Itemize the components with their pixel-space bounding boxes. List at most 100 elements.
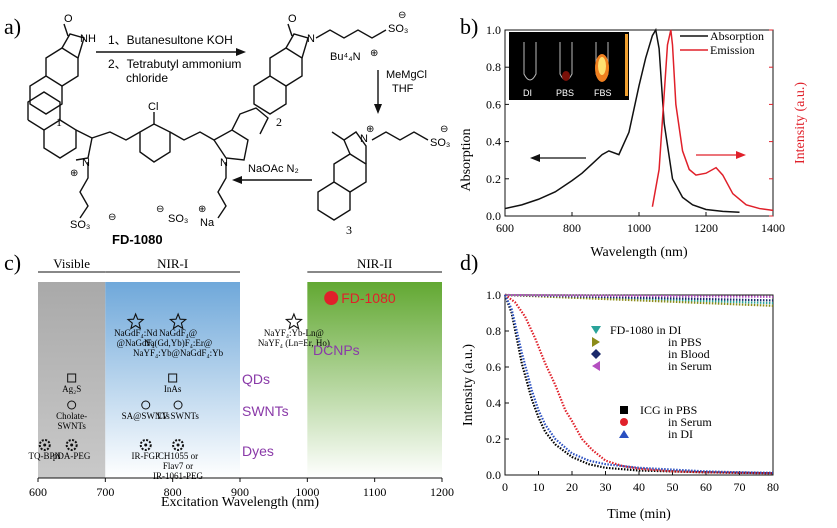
legend-absorption-label: Absorption (710, 29, 764, 43)
inset-label-pbs: PBS (556, 88, 574, 98)
panel-a-label: a) (4, 14, 21, 39)
d-xtick-label-5: 50 (667, 480, 679, 494)
region-label-nir1: NIR-I (157, 256, 188, 271)
d-series-icg_pbs (503, 294, 774, 475)
item-label-9-0: pDA-PEG (53, 451, 91, 461)
panel-d-axes: 0 10 20 30 40 50 60 70 80 0.0 0.2 0.4 0.6 0.8 1.0 (486, 288, 779, 494)
category-qds: QDs (242, 371, 270, 387)
marker-gear-11 (172, 439, 185, 451)
arrow-head-3 (232, 176, 242, 184)
d-legend-label-fd-0: FD-1080 in DI (610, 323, 681, 337)
panel-d-xlabel: Time (min) (607, 507, 671, 522)
marker-star-2 (284, 312, 303, 330)
b-xtick-label-1: 800 (563, 221, 581, 235)
panel-d-series (503, 293, 774, 475)
d-legend-marker-fd-1 (592, 337, 600, 347)
d-legend-label-fd-2: in Blood (668, 347, 710, 361)
marker-square-3 (67, 373, 77, 383)
compound-2 (253, 23, 387, 115)
marker-circle-6 (141, 400, 151, 410)
highlight-label: FD-1080 (341, 290, 396, 306)
band-nir1 (105, 282, 240, 478)
d-legend-label-icg-0: ICG in PBS (640, 403, 697, 417)
d-xtick-label-8: 80 (767, 480, 779, 494)
cl-label: Cl (148, 101, 158, 113)
marker-gear-hub-10 (144, 443, 148, 447)
inset-label-fbs: FBS (594, 88, 612, 98)
nh-label: NH (80, 33, 96, 45)
item-label-8-0: TQ-BPN (28, 451, 61, 461)
item-label-11-0: CH1055 or (158, 451, 198, 461)
item-label-2-1: NaYF₄ (Ln=Er, Ho) (258, 338, 330, 348)
b-xtick-label-3: 1200 (694, 221, 718, 235)
fd-plus-left: ⊕ (70, 168, 78, 179)
marker-gear-hub-8 (43, 443, 47, 447)
so3-label-3: SO₃ (430, 137, 450, 149)
panel-c: c) Visible NIR-I NIR-II 600 700 800 900 1000 11… (4, 250, 454, 510)
charge-plus-2: ⊕ (370, 48, 378, 59)
item-label-7-0: LV SWNTs (157, 411, 199, 421)
b-xtick-label-2: 1000 (627, 221, 651, 235)
b-ytick-label-2: 0.4 (486, 135, 501, 149)
c-xtick-label-1: 700 (96, 485, 114, 499)
d-legend-label-icg-1: in Serum (668, 415, 712, 429)
marker-square-4 (168, 373, 178, 383)
b-ytick-label-0: 0.0 (486, 209, 501, 223)
fd-so3-right: SO₃ (168, 213, 188, 225)
d-xtick-label-1: 10 (533, 480, 545, 494)
arrow-head-1 (236, 48, 246, 56)
vial-inset: DI PBS FBS (509, 32, 629, 100)
d-legend-marker-icg-1 (620, 418, 628, 426)
d-legend-marker-icg-2 (619, 430, 629, 438)
region-label-nir2: NIR-II (357, 256, 392, 271)
panel-c-items: NaGdF₄:Nd@NaGdF₄NaGdF₄@Na(Gd,Yb)F₄:Er@Na… (28, 290, 395, 481)
step2-text: 2、Tetrabutyl ammonium (108, 57, 241, 71)
d-xtick-label-2: 20 (566, 480, 578, 494)
item-label-10-0: IR-FGP (131, 451, 160, 461)
category-dcnps: DCNPs (313, 342, 360, 358)
vial-fbs-core (598, 57, 606, 75)
panel-d-ylabel: Intensity (a.u.) (461, 344, 476, 426)
item-label-1-1: Na(Gd,Yb)F₄:Er@ (144, 338, 212, 348)
d-legend-marker-fd-0 (591, 326, 601, 334)
d-ytick-label-1: 0.2 (486, 432, 501, 446)
d-legend-label-fd-3: in Serum (668, 359, 712, 373)
step4-text: NaOAc N₂ (248, 163, 299, 175)
region-label-visible: Visible (53, 256, 90, 271)
marker-gear-8 (38, 439, 51, 451)
marker-circle-5 (67, 400, 77, 410)
fd-so3-left: SO₃ (70, 219, 90, 231)
item-label-5-0: Cholate- (56, 411, 87, 421)
arrow-right-head (736, 151, 746, 159)
compound-3-number: 3 (346, 223, 352, 237)
c-xtick-label-3: 900 (231, 485, 249, 499)
marker-gear-9 (65, 439, 78, 451)
marker-gear-hub-9 (70, 443, 74, 447)
item-label-2-0: NaYF₄:Yb-Ln@ (264, 328, 324, 338)
panel-b: b) 600 800 1000 1200 14000.00.20.40.60.81.0 … (459, 14, 808, 260)
step3-solvent: THF (392, 83, 414, 95)
d-ytick-label-0: 0.0 (486, 468, 501, 482)
item-label-11-1: Flav7 or (163, 461, 193, 471)
marker-circle-7 (173, 400, 183, 410)
step3-text: MeMgCl (386, 69, 427, 81)
panel-b-ylabel-left: Absorption (459, 129, 474, 192)
marker-gear-hub-11 (176, 443, 180, 447)
na-label: Na (200, 217, 215, 229)
panel-a: a) O NH 1 1、Butanesultone KOH 2、Tetrabut… (4, 10, 450, 247)
fd1080-structure (27, 91, 269, 219)
b-xtick-label-0: 600 (496, 221, 514, 235)
fd-minus-left: ⊖ (108, 212, 116, 223)
panel-b-ylabel-right: Intensity (a.u.) (793, 82, 808, 164)
fd-n-right: N (220, 157, 228, 169)
c-xtick-label-2: 800 (164, 485, 182, 499)
arrow-head-2 (374, 104, 382, 114)
step2-text-cont: chloride (126, 71, 168, 85)
d-series-icg_di (504, 294, 774, 474)
c-xtick-label-0: 600 (29, 485, 47, 499)
d-ytick-label-2: 0.4 (486, 396, 501, 410)
marker-gear-10 (139, 439, 152, 451)
d-series-fd_di (504, 293, 774, 305)
